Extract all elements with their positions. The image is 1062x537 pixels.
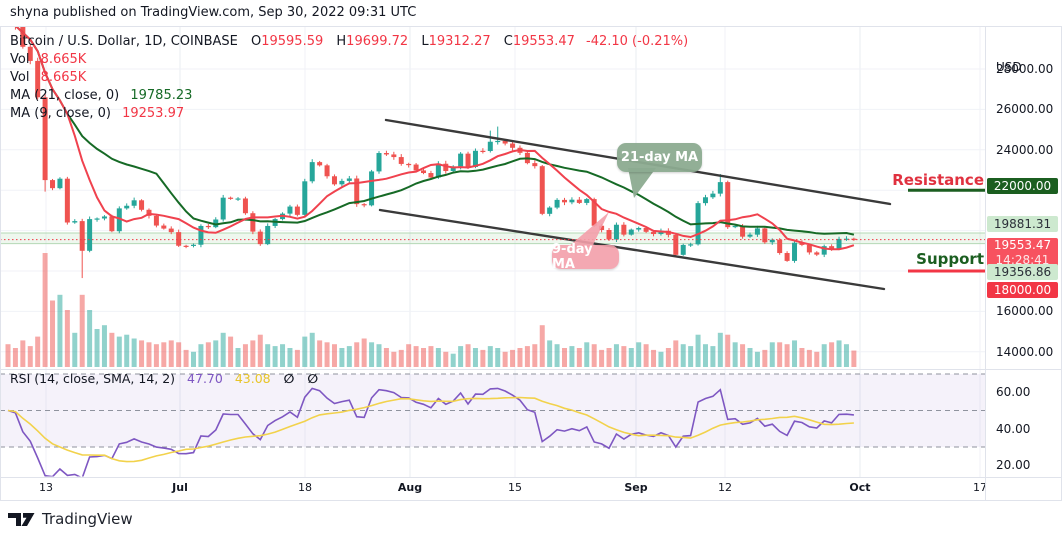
- volume-value: 8.665K: [40, 70, 87, 85]
- ma21-label: MA (21, close, 0): [10, 88, 120, 103]
- ma9-callout-tail: [568, 212, 609, 247]
- price-axis[interactable]: USD 28000.00 26000.00 24000.00 16000.00 1400…: [986, 26, 1062, 500]
- ohlc-open-value: 19595.59: [261, 34, 324, 49]
- symbol-title: Bitcoin / U.S. Dollar, 1D, COINBASE: [10, 34, 238, 49]
- rsi-axis-label: 20.00: [996, 458, 1031, 473]
- time-axis-label: 12: [718, 481, 732, 494]
- price-axis-border: [985, 26, 986, 501]
- rsi-empty-set-icon: ∅: [283, 371, 295, 386]
- ohlc-high-value: 19699.72: [346, 34, 409, 49]
- price-axis-currency: USD: [996, 60, 1022, 74]
- ma9-value: 19253.97: [122, 106, 185, 121]
- frame-top-border: [0, 26, 1062, 27]
- frame-left-border: [0, 26, 1, 501]
- pane-separator: [0, 369, 1062, 370]
- rsi-line: [7, 387, 854, 477]
- time-axis-label: Jul: [172, 481, 188, 494]
- time-axis-label: 13: [39, 481, 53, 494]
- rsi-value: 47.70: [187, 371, 223, 386]
- rsi-layer: [7, 387, 854, 477]
- time-axis-label: 17: [973, 481, 987, 494]
- price-axis-label: 16000.00: [996, 304, 1054, 319]
- volume-legend-row: Vol 8.665K: [10, 51, 688, 69]
- ohlc-high-key: H: [336, 34, 347, 49]
- symbol-legend-row: Bitcoin / U.S. Dollar, 1D, COINBASE O195…: [10, 33, 688, 51]
- rsi-sma-line: [7, 396, 854, 463]
- rsi-axis-label: 60.00: [996, 385, 1031, 400]
- price-axis-label: 14000.00: [996, 344, 1054, 359]
- volume-value: 8.665K: [40, 52, 87, 67]
- ohlc-open-key: O: [250, 34, 262, 49]
- resistance-label: Resistance: [892, 171, 984, 189]
- support-label: Support: [916, 250, 984, 268]
- ma9-callout: 9-day MA: [552, 242, 619, 272]
- rsi-axis-label: 40.00: [996, 421, 1031, 436]
- ma21-callout-text: 21-day MA: [620, 150, 699, 165]
- ohlc-low-value: 19312.27: [428, 34, 491, 49]
- ohlc-close-value: 19553.47: [512, 34, 575, 49]
- channel-lower-line: [378, 208, 886, 291]
- axis-separator: [0, 477, 1062, 478]
- ma9-legend-row: MA (9, close, 0) 19253.97: [10, 105, 688, 123]
- ma9-label: MA (9, close, 0): [10, 106, 111, 121]
- time-axis-label: 15: [508, 481, 522, 494]
- ma21-callout-tail: [628, 168, 656, 198]
- chart-legend: Bitcoin / U.S. Dollar, 1D, COINBASE O195…: [10, 33, 688, 123]
- ohlc-close-key: C: [503, 34, 513, 49]
- volume-label: Vol: [10, 70, 30, 85]
- attribution-text: shyna published on TradingView.com, Sep …: [10, 5, 417, 20]
- price-axis-label: 28000.00: [996, 62, 1054, 76]
- frame-bottom-border: [0, 500, 1062, 501]
- price-level-badge: 18000.00: [987, 282, 1058, 298]
- rsi-legend: RSI (14, close, SMA, 14, 2) 47.70 43.08 …: [10, 371, 318, 386]
- time-axis-label: 18: [298, 481, 312, 494]
- chart-canvas[interactable]: [0, 26, 986, 478]
- volume-layer: [5, 253, 857, 367]
- rsi-label: RSI (14, close, SMA, 14, 2): [10, 371, 176, 386]
- tradingview-brand-text: TradingView: [42, 510, 133, 528]
- ma21-callout: 21-day MA: [617, 143, 702, 172]
- time-axis-label: Aug: [397, 481, 423, 494]
- price-axis-label: 26000.00: [996, 102, 1054, 117]
- tradingview-logo-icon: [8, 513, 35, 526]
- ma21-value: 19785.23: [130, 88, 193, 103]
- price-level-badge: 19356.86: [987, 263, 1058, 280]
- time-axis-label: Sep: [624, 481, 648, 494]
- time-axis[interactable]: 13 Jul 18 Aug 15 Sep 12 Oct 17: [0, 478, 1062, 500]
- ma9-line: [15, 27, 855, 251]
- time-axis-label: Oct: [849, 481, 871, 494]
- price-level-badge: 22000.00: [987, 178, 1058, 195]
- ma21-line: [15, 27, 855, 236]
- volume-legend-row: Vol 8.665K: [10, 69, 688, 87]
- tradingview-footer[interactable]: TradingView: [8, 508, 133, 530]
- rsi-empty-set-icon: ∅: [307, 371, 319, 386]
- ma21-legend-row: MA (21, close, 0) 19785.23: [10, 87, 688, 105]
- ohlc-low-key: L: [421, 34, 429, 49]
- ma9-callout-text: 9-day MA: [552, 242, 593, 272]
- change-value: -42.10 (-0.21%): [586, 34, 689, 49]
- grid-layer: [0, 27, 985, 477]
- volume-label: Vol: [10, 52, 30, 67]
- rsi-sma-value: 43.08: [234, 371, 271, 386]
- price-axis-label: 24000.00: [996, 142, 1054, 157]
- last-price-badge: 19553.47 14:28:41: [987, 238, 1058, 268]
- price-level-badge: 19881.31: [987, 215, 1058, 232]
